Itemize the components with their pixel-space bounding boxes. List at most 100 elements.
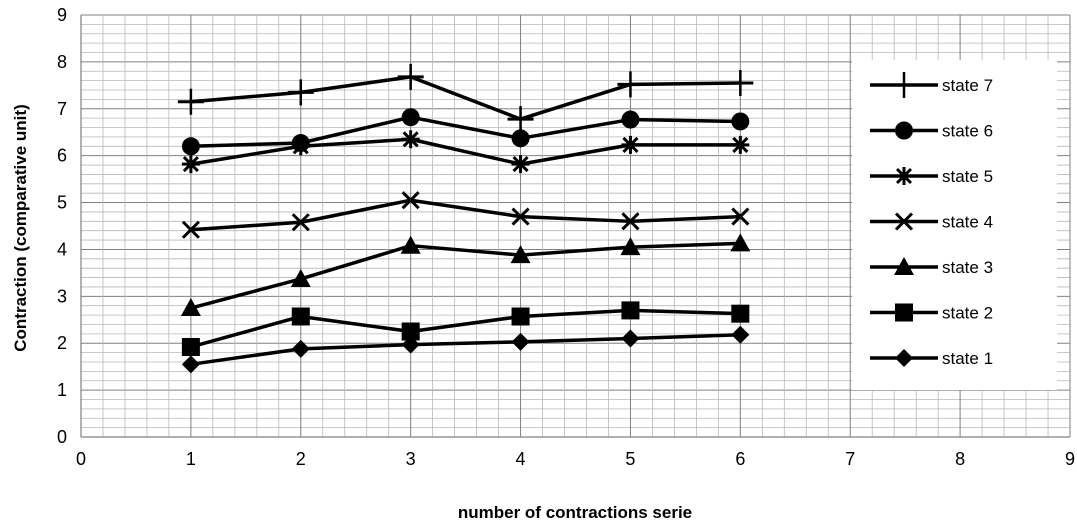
marker-stroke [182, 156, 199, 173]
data-point-state-2 [731, 304, 750, 323]
marker-stroke [402, 131, 419, 148]
data-point-state-2 [401, 322, 420, 341]
data-point-state-2 [621, 301, 640, 320]
data-point-state-4 [291, 213, 310, 232]
legend-label: state 6 [942, 122, 993, 141]
data-point-state-4 [511, 207, 530, 226]
data-point-state-6 [181, 137, 200, 156]
series-line-state-7 [190, 75, 741, 121]
series-line-state-1 [190, 333, 741, 367]
marker-stroke [181, 220, 200, 239]
legend-item-state-1: state 1 [870, 349, 993, 368]
data-point-state-5 [731, 135, 750, 154]
data-point-state-7 [287, 79, 314, 106]
legend-item-state-5: state 5 [870, 167, 993, 186]
y-tick-label: 4 [57, 239, 67, 259]
data-point-state-3 [400, 235, 421, 254]
data-point-state-2 [511, 307, 530, 326]
data-point-state-7 [177, 88, 204, 115]
data-point-state-5 [291, 137, 310, 156]
data-point-state-4 [181, 220, 200, 239]
data-point-state-3 [180, 298, 201, 317]
series-line-state-4 [190, 198, 741, 232]
legend-marker [895, 349, 913, 367]
legend-box [852, 60, 1057, 390]
axes: 0 1 2 3 4 5 6 7 8 9 0 1 2 3 4 5 6 7 8 9 [57, 5, 1075, 469]
y-tick-label: 1 [57, 380, 67, 400]
data-point-state-1 [181, 355, 200, 374]
y-tick-label: 9 [57, 5, 67, 25]
marker-stroke [621, 212, 640, 231]
legend-marker [891, 72, 917, 98]
data-point-state-5 [401, 130, 420, 149]
x-tick-label: 3 [406, 449, 416, 469]
series-state-3 [180, 233, 751, 317]
data-point-state-2 [291, 307, 310, 326]
data-point-state-6 [731, 112, 750, 131]
data-point-state-6 [621, 110, 640, 129]
data-point-state-6 [401, 108, 420, 127]
x-tick-label: 9 [1065, 449, 1075, 469]
data-point-state-7 [727, 69, 754, 96]
data-point-state-1 [731, 325, 750, 344]
series-state-1 [181, 325, 750, 374]
legend-label: state 1 [942, 349, 993, 368]
series-group [177, 63, 754, 374]
x-tick-label: 5 [625, 449, 635, 469]
x-axis-title: number of contractions serie [458, 503, 692, 522]
legend-marker [895, 303, 913, 322]
y-axis-title: Contraction (comparative unit) [11, 104, 30, 351]
data-point-state-3 [290, 268, 311, 287]
y-tick-label: 2 [57, 333, 67, 353]
legend-marker [895, 121, 913, 140]
series-state-6 [181, 108, 750, 156]
x-tick-label: 8 [955, 449, 965, 469]
x-tick-label: 0 [76, 449, 86, 469]
data-point-state-6 [511, 129, 530, 148]
data-point-state-1 [621, 329, 640, 348]
marker-stroke [291, 213, 310, 232]
legend-label: state 7 [942, 76, 993, 95]
data-point-state-3 [620, 237, 641, 256]
y-tick-label: 8 [57, 52, 67, 72]
y-tick-label: 0 [57, 427, 67, 447]
legend-item-state-4: state 4 [870, 212, 993, 232]
series-state-7 [177, 63, 754, 133]
legend-label: state 4 [942, 213, 993, 232]
data-point-state-4 [621, 212, 640, 231]
data-point-state-7 [617, 71, 644, 98]
data-point-state-4 [731, 207, 750, 226]
legend-marker [894, 257, 914, 275]
data-point-state-5 [511, 155, 530, 174]
legend: state 7 state 6 state 5 state 4 state 3 state… [852, 60, 1057, 390]
data-point-state-1 [291, 339, 310, 358]
data-point-state-7 [507, 106, 534, 133]
data-point-state-5 [181, 155, 200, 174]
marker-stroke [512, 156, 529, 173]
data-point-state-3 [510, 245, 531, 264]
data-point-state-1 [401, 335, 420, 354]
legend-item-state-6: state 6 [870, 121, 993, 141]
series-state-2 [181, 301, 750, 356]
data-point-state-4 [401, 191, 420, 210]
legend-item-state-7: state 7 [870, 72, 993, 98]
y-tick-label: 6 [57, 146, 67, 166]
legend-marker [895, 167, 913, 185]
marker-stroke [894, 212, 914, 231]
marker-stroke [292, 138, 309, 155]
series-line-state-6 [190, 115, 741, 149]
marker-stroke [622, 136, 639, 153]
marker-stroke [511, 207, 530, 226]
series-line-state-2 [190, 308, 741, 349]
legend-marker [894, 212, 914, 231]
legend-label: state 5 [942, 167, 993, 186]
marker-stroke [731, 207, 750, 226]
x-tick-label: 7 [845, 449, 855, 469]
x-tick-label: 1 [186, 449, 196, 469]
series-line-state-5 [190, 137, 741, 166]
x-tick-label: 4 [516, 449, 526, 469]
series-state-5 [181, 130, 750, 174]
y-tick-label: 7 [57, 99, 67, 119]
y-tick-label: 5 [57, 193, 67, 213]
